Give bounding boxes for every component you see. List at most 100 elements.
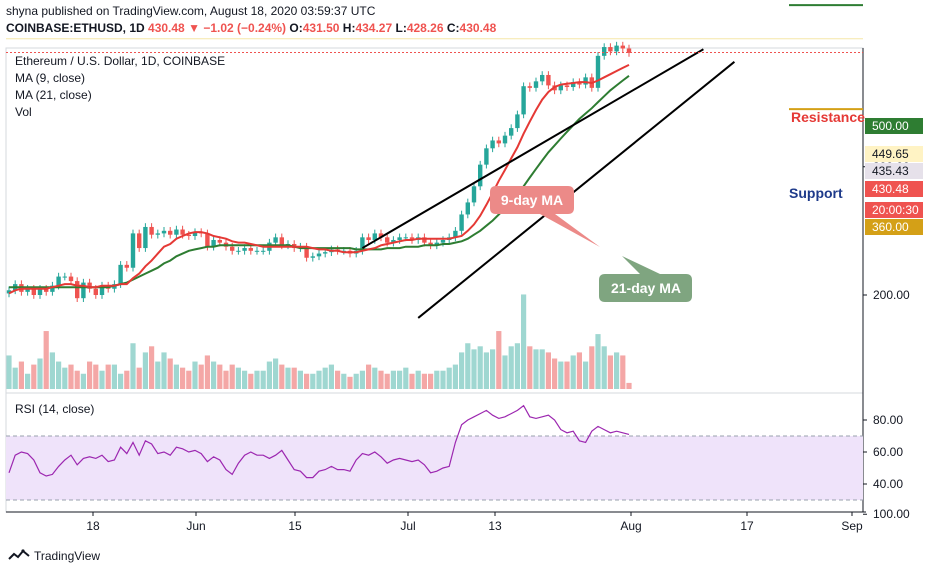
candle-body — [527, 86, 532, 88]
volume-bar — [570, 355, 576, 389]
volume-bar — [322, 367, 328, 389]
volume-bar — [254, 370, 260, 389]
legend-vol: Vol — [15, 105, 32, 119]
ma9-callout-box — [490, 186, 600, 247]
footer-brand[interactable]: TradingView — [8, 549, 100, 563]
volume-bar — [291, 367, 297, 389]
volume-bar — [68, 364, 74, 389]
candle-body — [465, 202, 470, 215]
low-value: 428.26 — [406, 21, 444, 35]
price-badge-label: 449.65 — [872, 147, 909, 161]
volume-bar — [316, 370, 322, 389]
volume-bar — [49, 352, 55, 389]
volume-bars — [6, 294, 632, 389]
candle-body — [6, 290, 12, 294]
volume-bar — [353, 373, 359, 389]
time-tick-label: Jun — [186, 519, 205, 533]
open-value: 431.50 — [302, 21, 340, 35]
candle-body — [577, 82, 582, 85]
volume-bar — [347, 376, 353, 389]
candle-body — [62, 276, 67, 278]
volume-bar — [614, 352, 620, 389]
candle-body — [304, 246, 309, 258]
resistance-label: Resistance — [791, 109, 865, 125]
candle-body — [118, 264, 123, 285]
volume-bar — [483, 352, 489, 389]
candle-body — [608, 47, 613, 52]
candle-body — [310, 256, 315, 258]
volume-bar — [583, 361, 589, 389]
annotations: Resistance Support 500.00 449.65 435.43 430.4… — [6, 4, 923, 302]
price-badge-label: 500.00 — [872, 119, 909, 133]
candle-body — [602, 47, 607, 56]
candle-body — [236, 250, 241, 252]
volume-bar — [626, 382, 632, 389]
price-badge — [865, 118, 923, 134]
volume-bar — [390, 370, 396, 389]
volume-bar — [80, 373, 86, 389]
trend-line-lower — [417, 61, 736, 319]
candle-body — [397, 237, 402, 240]
volume-bar — [186, 370, 192, 389]
candle-body — [81, 282, 86, 299]
volume-bar — [521, 294, 527, 389]
volume-bar — [335, 370, 341, 389]
close-value: 430.48 — [459, 21, 497, 35]
volume-bar — [173, 364, 179, 389]
price-badge — [865, 146, 923, 162]
time-tick-label: Sep — [841, 519, 863, 533]
volume-bar — [421, 373, 427, 389]
volume-bar — [434, 370, 440, 389]
volume-bar — [74, 370, 80, 389]
volume-bar — [31, 364, 37, 389]
candle-body — [99, 285, 105, 295]
volume-bar — [552, 358, 558, 389]
candle-body — [626, 48, 632, 53]
ma9-callout-label: 9-day MA — [501, 192, 563, 208]
price-badge — [865, 202, 923, 218]
volume-bar — [285, 367, 291, 389]
candle-body — [273, 237, 278, 243]
ma21-callout-label: 21-day MA — [611, 280, 681, 296]
moving-averages — [8, 63, 630, 295]
candle-body — [496, 140, 501, 144]
chart-title: Ethereum / U.S. Dollar, 1D, COINBASE — [15, 54, 226, 68]
volume-bar — [111, 364, 117, 389]
candle-body — [25, 288, 30, 292]
volume-bar — [229, 364, 235, 389]
candle-body — [230, 246, 235, 251]
volume-bar — [508, 346, 514, 389]
candle-body — [56, 276, 61, 286]
candle-body — [422, 237, 427, 243]
high-label: H: — [342, 21, 356, 35]
rsi-tick-label: 40.00 — [873, 477, 903, 491]
time-tick-label: 13 — [488, 519, 502, 533]
candle-body — [254, 250, 260, 252]
symbol: COINBASE:ETHUSD, 1D — [6, 21, 145, 35]
trend-lines — [361, 48, 736, 319]
price-badge-label: 435.43 — [872, 164, 909, 178]
candle-body — [242, 248, 247, 251]
volume-bar — [223, 370, 229, 389]
candle-body — [515, 114, 520, 129]
volume-bar — [607, 355, 613, 389]
volume-bar — [490, 349, 496, 389]
candle-body — [37, 288, 43, 295]
volume-bar — [415, 370, 421, 389]
candle-body — [130, 233, 136, 268]
volume-bar — [198, 364, 204, 389]
volume-bar — [149, 346, 155, 389]
volume-bar — [620, 355, 626, 389]
rsi-band — [6, 436, 863, 500]
support-label: Support — [789, 185, 843, 201]
volume-bar — [12, 367, 18, 389]
footer-brand-text: TradingView — [34, 549, 101, 563]
volume-bar — [409, 373, 415, 389]
volume-bar — [378, 370, 384, 389]
volume-bar — [180, 367, 186, 389]
ma9-line — [8, 63, 630, 295]
volume-bar — [297, 370, 303, 389]
volume-bar — [589, 346, 595, 389]
candle-body — [403, 237, 408, 239]
volume-bar — [130, 343, 136, 389]
